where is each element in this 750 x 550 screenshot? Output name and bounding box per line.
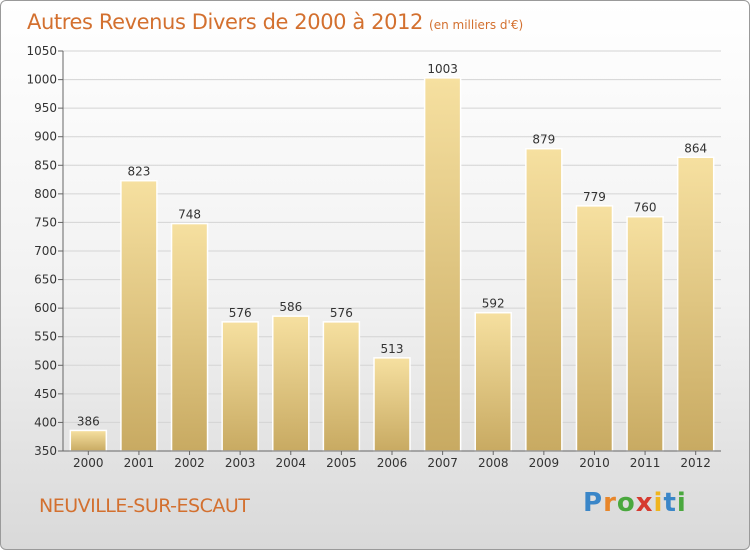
y-tick-label: 1050: [26, 44, 57, 58]
y-tick-label: 400: [34, 415, 57, 429]
y-tick-label: 700: [34, 244, 57, 258]
y-tick-label: 1000: [26, 73, 57, 87]
title-row: Autres Revenus Divers de 2000 à 2012 (en …: [27, 10, 523, 34]
data-label-2004: 586: [279, 300, 302, 314]
x-tick-label: 2012: [680, 456, 711, 470]
bar-2005: [322, 321, 361, 452]
y-tick-label: 550: [34, 330, 57, 344]
y-tick-label: 350: [34, 444, 57, 458]
bar-2001: [120, 179, 158, 452]
data-label-2003: 576: [229, 306, 252, 320]
logo-letter: x: [635, 488, 654, 518]
y-tick-label: 650: [34, 273, 57, 287]
bar-2007: [423, 77, 462, 452]
x-tick-label: 2001: [124, 456, 155, 470]
logo-letter: i: [676, 488, 687, 518]
data-label-2005: 576: [330, 306, 353, 320]
logo-letter: r: [603, 488, 617, 518]
y-axis: 350 400 450 500 550 600 650 700 750 800 850 900 950 1…: [26, 44, 64, 458]
y-tick-label: 800: [34, 187, 57, 201]
x-tick-label: 2008: [478, 456, 509, 470]
x-tick-label: 2005: [326, 456, 357, 470]
bar-2011: [626, 215, 664, 452]
logo-letter: o: [616, 488, 636, 518]
y-tick-label: 750: [34, 215, 57, 229]
x-tick-label: 2006: [377, 456, 408, 470]
data-label-2009: 879: [532, 133, 555, 147]
proxiti-logo: Proxiti: [583, 488, 687, 518]
x-axis: 2000 2001 2002 2003 2004 2005 2006 2007 2008 2009…: [63, 450, 721, 470]
y-tick-label: 600: [34, 301, 57, 315]
bar-2004: [272, 315, 310, 452]
x-tick-label: 2000: [73, 456, 104, 470]
bar-2010: [575, 205, 614, 452]
x-tick-label: 2004: [275, 456, 306, 470]
bar-2009: [525, 147, 563, 452]
logo-letter: P: [583, 488, 604, 518]
y-tick-label: 500: [34, 358, 57, 372]
y-tick-label: 900: [34, 130, 57, 144]
logo-letter: i: [653, 488, 664, 518]
bar-2000: [69, 429, 108, 452]
x-tick-label: 2002: [174, 456, 205, 470]
bar-2003: [221, 321, 259, 452]
chart-unit: (en milliers d'€): [429, 18, 524, 32]
data-label-2011: 760: [634, 201, 657, 215]
data-label-2010: 779: [583, 190, 606, 204]
bars: 386 823 748 576 586 576 513 1003 592 879 779 760 864: [69, 62, 715, 452]
data-label-2001: 823: [127, 165, 150, 179]
y-tick-label: 850: [34, 158, 57, 172]
x-tick-label: 2007: [427, 456, 458, 470]
x-tick-label: 2003: [225, 456, 256, 470]
location-name: NEUVILLE-SUR-ESCAUT: [39, 495, 250, 517]
logo-letter: t: [663, 488, 677, 518]
x-tick-label: 2009: [529, 456, 560, 470]
data-label-2012: 864: [684, 141, 707, 155]
data-label-2002: 748: [178, 208, 201, 222]
y-tick-label: 950: [34, 101, 57, 115]
data-label-2000: 386: [77, 414, 100, 428]
bar-2002: [170, 222, 209, 452]
x-tick-label: 2011: [630, 456, 661, 470]
data-label-2007: 1003: [427, 62, 458, 76]
x-tick-label: 2010: [579, 456, 610, 470]
bar-2006: [373, 357, 411, 452]
bar-2008: [474, 311, 512, 452]
data-label-2006: 513: [381, 342, 404, 356]
data-label-2008: 592: [482, 297, 505, 311]
bar-2012: [676, 156, 715, 452]
chart-title: Autres Revenus Divers de 2000 à 2012: [27, 10, 424, 34]
y-tick-label: 450: [34, 387, 57, 401]
